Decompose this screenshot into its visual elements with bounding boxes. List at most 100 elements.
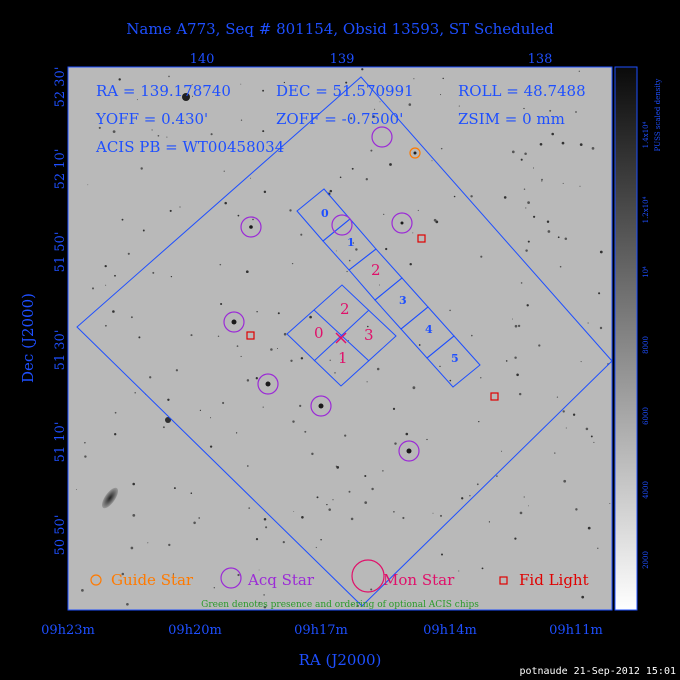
colorbar-tick: 1.2x10⁴ bbox=[642, 196, 650, 223]
field-of-view-outline bbox=[76, 76, 613, 607]
bottom-tick-label: 09h11m bbox=[549, 623, 603, 638]
chip-label: 3 bbox=[364, 326, 374, 344]
legend-acq-star: Acq Star bbox=[247, 571, 315, 589]
background-star bbox=[240, 119, 243, 121]
background-star bbox=[385, 247, 388, 251]
background-star bbox=[394, 442, 397, 445]
background-star bbox=[283, 332, 287, 336]
background-star bbox=[480, 255, 483, 258]
left-tick-label: 51 10' bbox=[53, 422, 68, 463]
acis-pb-value: ACIS PB = WT00458034 bbox=[95, 138, 284, 156]
background-star bbox=[527, 240, 530, 243]
background-star bbox=[162, 426, 165, 429]
top-tick-label: 138 bbox=[528, 52, 553, 67]
background-star bbox=[283, 81, 286, 84]
background-star bbox=[551, 132, 554, 136]
background-star bbox=[392, 407, 396, 411]
background-star bbox=[169, 209, 172, 212]
background-star bbox=[151, 129, 153, 131]
chip-label: 1 bbox=[338, 349, 348, 367]
background-star bbox=[417, 209, 419, 212]
background-star bbox=[168, 543, 171, 547]
galaxy bbox=[101, 487, 119, 509]
colorbar-tick: 10⁴ bbox=[642, 266, 650, 278]
background-star bbox=[210, 417, 212, 419]
fid-light-legend-icon bbox=[499, 576, 508, 585]
background-star bbox=[575, 508, 578, 511]
background-star bbox=[514, 537, 517, 540]
background-star bbox=[262, 406, 264, 408]
background-star bbox=[255, 538, 259, 541]
background-star bbox=[402, 516, 405, 520]
background-star bbox=[262, 130, 265, 133]
background-star bbox=[370, 588, 373, 591]
background-star bbox=[561, 141, 565, 145]
background-star bbox=[299, 404, 302, 407]
background-star bbox=[488, 521, 491, 523]
top-tick-label: 139 bbox=[330, 52, 355, 67]
fid-lights bbox=[246, 234, 499, 401]
background-star bbox=[351, 167, 354, 170]
background-star bbox=[140, 167, 143, 170]
background-star bbox=[517, 324, 521, 328]
top-tick-label: 140 bbox=[190, 52, 215, 67]
left-tick-label: 52 10' bbox=[53, 149, 68, 190]
background-star bbox=[277, 312, 280, 315]
background-star bbox=[121, 572, 125, 576]
background-star bbox=[220, 302, 223, 306]
background-star bbox=[578, 70, 580, 72]
background-star bbox=[352, 604, 354, 606]
background-star bbox=[355, 248, 358, 251]
background-star bbox=[559, 265, 562, 268]
background-star bbox=[240, 83, 242, 85]
background-star bbox=[138, 336, 141, 339]
background-star bbox=[309, 315, 312, 319]
background-star bbox=[563, 479, 567, 483]
background-star bbox=[481, 567, 484, 570]
background-star bbox=[270, 348, 273, 351]
background-star bbox=[440, 553, 444, 556]
fid-light-marker bbox=[417, 234, 426, 243]
bottom-tick-label: 09h14m bbox=[423, 623, 477, 638]
background-star bbox=[433, 218, 437, 222]
colorbar-tick: 2000 bbox=[642, 551, 650, 569]
bottom-tick-label: 09h23m bbox=[41, 623, 95, 638]
background-star bbox=[372, 115, 375, 119]
background-star bbox=[520, 282, 523, 284]
background-star bbox=[533, 167, 534, 169]
acq-star-marker bbox=[223, 311, 245, 333]
chip-label: 0 bbox=[321, 207, 329, 220]
background-star bbox=[587, 322, 589, 324]
background-star bbox=[389, 163, 392, 166]
background-star bbox=[439, 365, 441, 368]
background-star bbox=[141, 144, 144, 147]
footer-timestamp: potnaude 21-Sep-2012 15:01 bbox=[519, 666, 676, 677]
guide-star-legend-icon bbox=[90, 574, 102, 586]
guide-star-marker bbox=[409, 147, 421, 159]
background-star bbox=[478, 420, 480, 423]
background-star bbox=[383, 213, 385, 216]
background-star bbox=[350, 117, 353, 120]
background-star bbox=[516, 373, 519, 377]
background-star bbox=[348, 340, 349, 342]
acq-star-marker bbox=[391, 212, 413, 234]
background-star bbox=[219, 263, 222, 266]
zsim-value: ZSIM = 0 mm bbox=[458, 110, 565, 128]
colorbar-tick: 1.4x10⁴ bbox=[642, 121, 650, 148]
background-star bbox=[519, 511, 523, 515]
background-star bbox=[292, 420, 295, 423]
background-star bbox=[458, 570, 460, 572]
background-star bbox=[405, 432, 409, 436]
background-star bbox=[597, 547, 599, 550]
background-star bbox=[352, 242, 354, 244]
background-star bbox=[237, 214, 240, 217]
background-star bbox=[223, 170, 225, 172]
mon-star-legend-icon bbox=[351, 559, 385, 593]
background-star bbox=[190, 334, 193, 337]
background-star bbox=[315, 546, 317, 549]
background-star bbox=[556, 396, 559, 398]
background-star bbox=[263, 190, 267, 194]
background-star bbox=[104, 324, 107, 327]
background-star bbox=[523, 107, 525, 110]
background-star bbox=[378, 284, 380, 286]
